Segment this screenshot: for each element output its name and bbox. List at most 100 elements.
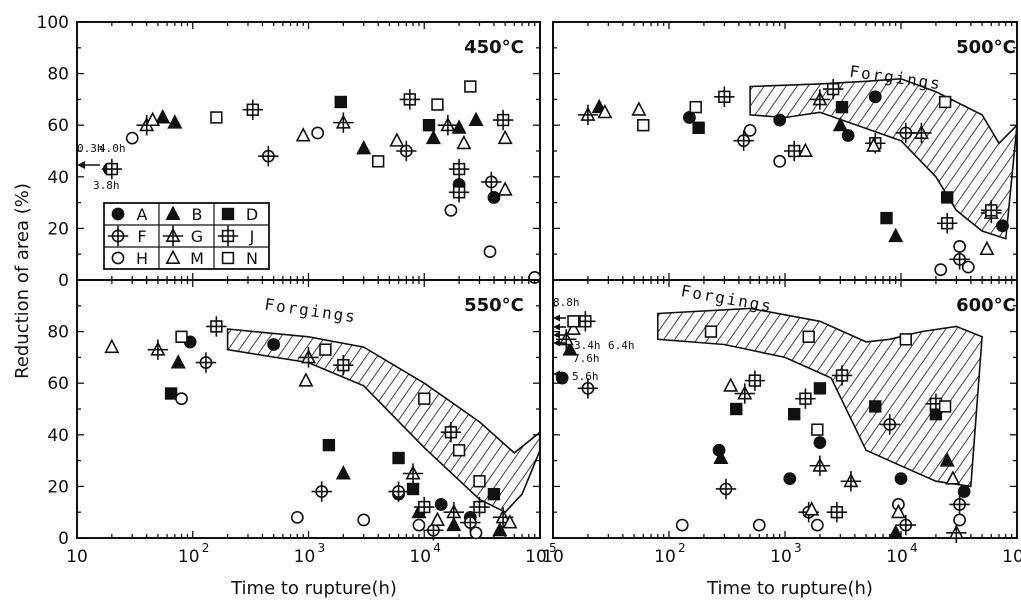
legend-frame xyxy=(103,202,270,270)
data-point xyxy=(894,472,908,486)
data-point xyxy=(957,485,971,498)
y-tick-label: 20 xyxy=(47,219,69,239)
data-point xyxy=(333,112,354,133)
data-point xyxy=(556,329,577,350)
data-point xyxy=(170,354,186,369)
runout-annotation: 6.4h xyxy=(608,339,635,352)
y-ticks xyxy=(553,279,1017,539)
data-point xyxy=(389,132,405,147)
y-tick-label: 80 xyxy=(47,65,69,85)
data-point xyxy=(880,211,893,225)
data-point xyxy=(487,487,501,501)
data-point xyxy=(267,338,281,351)
legend-label: M xyxy=(190,249,204,268)
data-point xyxy=(675,518,689,532)
data-point xyxy=(469,526,483,540)
runout-annotation: 5.6h xyxy=(572,370,599,383)
x-tick-label: 10 xyxy=(294,547,316,567)
data-point xyxy=(399,89,420,110)
data-point xyxy=(715,478,737,500)
legend-entry-D: D xyxy=(221,205,258,224)
data-point xyxy=(934,263,948,277)
series-G xyxy=(136,112,459,136)
data-point xyxy=(734,383,755,404)
data-point xyxy=(175,392,188,406)
legend: AFH BGM DJN xyxy=(103,202,270,270)
data-point xyxy=(206,316,227,337)
y-axis-label: Reduction of area (%) xyxy=(12,183,33,379)
data-point xyxy=(953,240,966,253)
data-point xyxy=(565,320,581,336)
data-point xyxy=(335,465,351,480)
data-point xyxy=(412,518,426,532)
data-point xyxy=(841,129,855,142)
y-tick-label: 20 xyxy=(47,477,69,497)
data-point xyxy=(797,142,813,157)
data-point xyxy=(949,494,970,515)
data-point xyxy=(452,444,466,457)
runout-annotation: 0.3h xyxy=(77,142,104,155)
forgings-band xyxy=(656,307,983,488)
x-tick-label: 10 xyxy=(654,547,676,567)
x-tick-exponent: 4 xyxy=(433,541,441,555)
series-N xyxy=(210,80,477,168)
data-point xyxy=(730,402,743,416)
legend-label: B xyxy=(192,205,203,224)
data-point xyxy=(242,99,263,120)
data-point xyxy=(826,502,848,523)
data-point xyxy=(175,330,188,343)
data-point xyxy=(939,452,955,467)
data-point xyxy=(422,119,436,132)
data-point xyxy=(468,111,484,127)
data-point xyxy=(787,407,801,421)
x-tick-label: 10 xyxy=(178,547,200,567)
data-point xyxy=(483,245,497,259)
data-point xyxy=(783,140,805,162)
y-tick-label: 80 xyxy=(47,323,69,343)
data-point xyxy=(938,400,952,413)
data-point xyxy=(446,516,462,532)
data-point xyxy=(689,100,702,114)
data-point xyxy=(402,463,424,484)
y-tick-label: 60 xyxy=(47,374,69,394)
data-point xyxy=(683,111,696,124)
x-tick-label: 10 xyxy=(66,547,88,567)
data-point xyxy=(464,80,477,93)
series-J xyxy=(101,89,514,203)
data-point xyxy=(810,518,824,532)
data-point xyxy=(492,507,514,528)
series-H xyxy=(125,126,542,284)
x-tick-label: 10 xyxy=(409,547,431,567)
data-point xyxy=(425,129,441,145)
data-point xyxy=(869,400,882,413)
legend-label: H xyxy=(136,249,148,268)
data-point xyxy=(167,114,183,129)
data-point xyxy=(713,449,729,465)
x-tick-exponent: 2 xyxy=(678,541,686,555)
data-point xyxy=(164,387,178,400)
x-tick-label: 10 xyxy=(542,547,564,567)
x-axis-label-right: Time to rupture(h) xyxy=(706,578,873,599)
legend-label: J xyxy=(249,227,255,246)
runout-annotation: 3.8h xyxy=(93,179,120,192)
legend-label: A xyxy=(137,205,148,224)
y-ticks xyxy=(553,21,1017,281)
data-point xyxy=(460,512,481,533)
data-point xyxy=(743,123,757,137)
series-B xyxy=(562,341,955,539)
data-point xyxy=(388,481,409,502)
data-point xyxy=(125,131,139,145)
series-N xyxy=(175,330,486,488)
runout-arrows xyxy=(77,161,100,169)
series-M xyxy=(597,101,995,256)
data-point xyxy=(631,101,647,116)
data-point xyxy=(437,115,459,136)
y-tick-label: 40 xyxy=(47,168,69,188)
data-point xyxy=(567,315,580,328)
data-point xyxy=(804,501,820,516)
data-point xyxy=(311,126,325,140)
series-M xyxy=(565,320,961,519)
data-point xyxy=(733,130,754,151)
